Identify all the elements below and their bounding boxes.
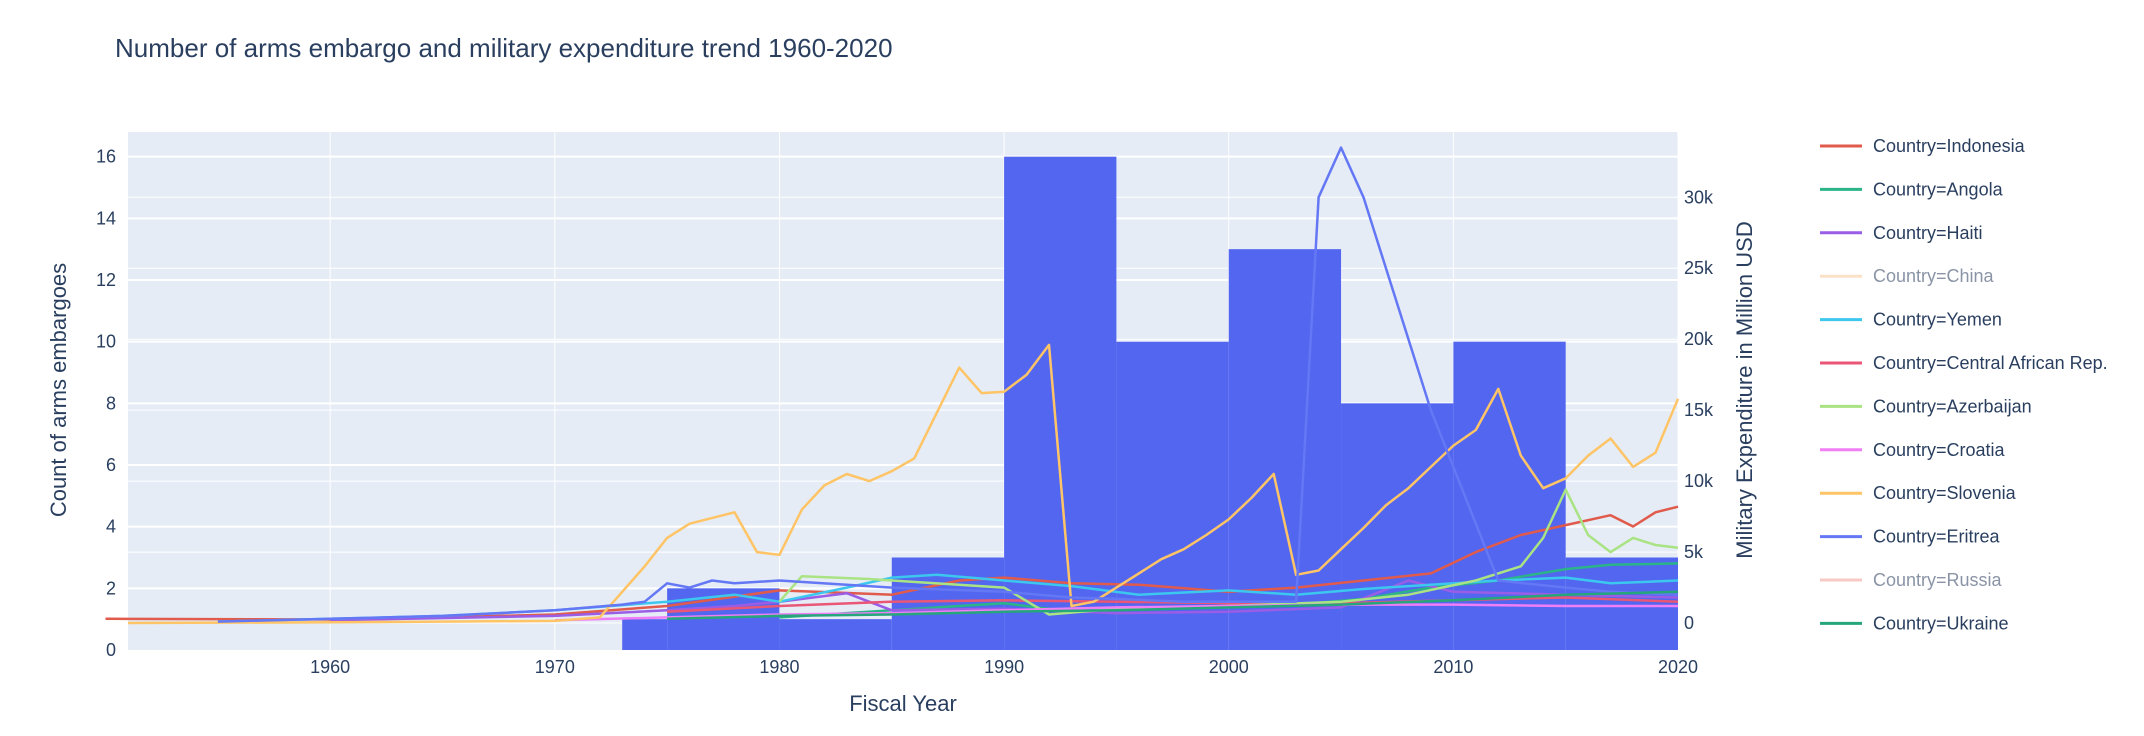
legend-item[interactable]: Country=China xyxy=(1820,266,1995,286)
y-left-tick-label: 0 xyxy=(106,640,116,660)
legend: Country=Indonesia Country=Angola Country=H… xyxy=(1820,136,2108,633)
legend-item[interactable]: Country=Haiti xyxy=(1820,223,1983,243)
legend-label: Country=Croatia xyxy=(1873,440,2006,460)
legend-item[interactable]: Country=Russia xyxy=(1820,570,2003,590)
y-left-tick-label: 16 xyxy=(96,147,116,167)
legend-item[interactable]: Country=Indonesia xyxy=(1820,136,2026,156)
expenditure-lines xyxy=(105,146,1680,625)
y-left-tick-label: 14 xyxy=(96,208,116,228)
y-left-tick-label: 10 xyxy=(96,332,116,352)
embargo-bar xyxy=(1565,557,1678,650)
y-right-tick-label: 25k xyxy=(1684,258,1714,278)
y-left-axis-title: Count of arms embargoes xyxy=(46,263,71,517)
y-right-axis-title: Military Expenditure in Million USD xyxy=(1732,221,1757,558)
series-line xyxy=(217,146,1679,623)
y-right-axis-ticks: 0 5k 10k 15k 20k 25k 30k xyxy=(1684,187,1714,633)
legend-label: Country=China xyxy=(1873,266,1995,286)
legend-label: Country=Azerbaijan xyxy=(1873,396,2032,416)
y-right-tick-label: 15k xyxy=(1684,400,1714,420)
y-left-tick-label: 2 xyxy=(106,578,116,598)
x-tick-label: 1990 xyxy=(984,657,1024,677)
y-right-tick-label: 5k xyxy=(1684,542,1704,562)
series-line xyxy=(554,603,1678,622)
x-tick-label: 1960 xyxy=(310,657,350,677)
y-left-tick-label: 12 xyxy=(96,270,116,290)
y-right-tick-label: 0 xyxy=(1684,613,1694,633)
legend-item[interactable]: Country=Slovenia xyxy=(1820,483,2017,503)
x-tick-label: 1970 xyxy=(535,657,575,677)
legend-item[interactable]: Country=Central African Rep. xyxy=(1820,353,2108,373)
legend-label: Country=Russia xyxy=(1873,570,2003,590)
legend-item[interactable]: Country=Croatia xyxy=(1820,440,2006,460)
legend-item[interactable]: Country=Ukraine xyxy=(1820,613,2009,633)
legend-label: Country=Ukraine xyxy=(1873,613,2009,633)
x-axis-ticks: 1960 1970 1980 1990 2000 2010 2020 xyxy=(310,657,1698,677)
y-left-tick-label: 8 xyxy=(106,393,116,413)
embargo-bar xyxy=(1228,249,1342,650)
series-line xyxy=(105,505,1679,621)
legend-label: Country=Indonesia xyxy=(1873,136,2026,156)
x-axis-title: Fiscal Year xyxy=(849,691,957,716)
embargo-bar xyxy=(1341,403,1454,650)
y-right-tick-label: 30k xyxy=(1684,187,1714,207)
x-tick-label: 2000 xyxy=(1209,657,1249,677)
legend-item[interactable]: Country=Yemen xyxy=(1820,310,2002,330)
chart-title: Number of arms embargo and military expe… xyxy=(115,33,893,63)
series-line xyxy=(667,590,1679,621)
embargo-bar xyxy=(622,619,668,650)
y-right-tick-label: 20k xyxy=(1684,329,1714,349)
embargo-bar xyxy=(1004,156,1117,650)
legend-label: Country=Haiti xyxy=(1873,223,1983,243)
legend-item[interactable]: Country=Angola xyxy=(1820,179,2004,199)
y-right-tick-label: 10k xyxy=(1684,471,1714,491)
x-tick-label: 2010 xyxy=(1433,657,1473,677)
legend-item[interactable]: Country=Eritrea xyxy=(1820,527,2001,547)
x-tick-label: 2020 xyxy=(1658,657,1698,677)
legend-label: Country=Central African Rep. xyxy=(1873,353,2108,373)
legend-label: Country=Eritrea xyxy=(1873,527,2001,547)
legend-label: Country=Angola xyxy=(1873,179,2004,199)
y-left-tick-label: 6 xyxy=(106,455,116,475)
embargo-bar xyxy=(779,619,892,650)
series-line xyxy=(778,488,1679,616)
series-line xyxy=(127,343,1680,625)
legend-item[interactable]: Country=Azerbaijan xyxy=(1820,396,2032,416)
legend-label: Country=Yemen xyxy=(1873,310,2002,330)
y-left-axis-ticks: 0 2 4 6 8 10 12 14 16 xyxy=(96,147,116,660)
legend-label: Country=Slovenia xyxy=(1873,483,2017,503)
x-tick-label: 1980 xyxy=(759,657,799,677)
y-left-tick-label: 4 xyxy=(106,517,116,537)
